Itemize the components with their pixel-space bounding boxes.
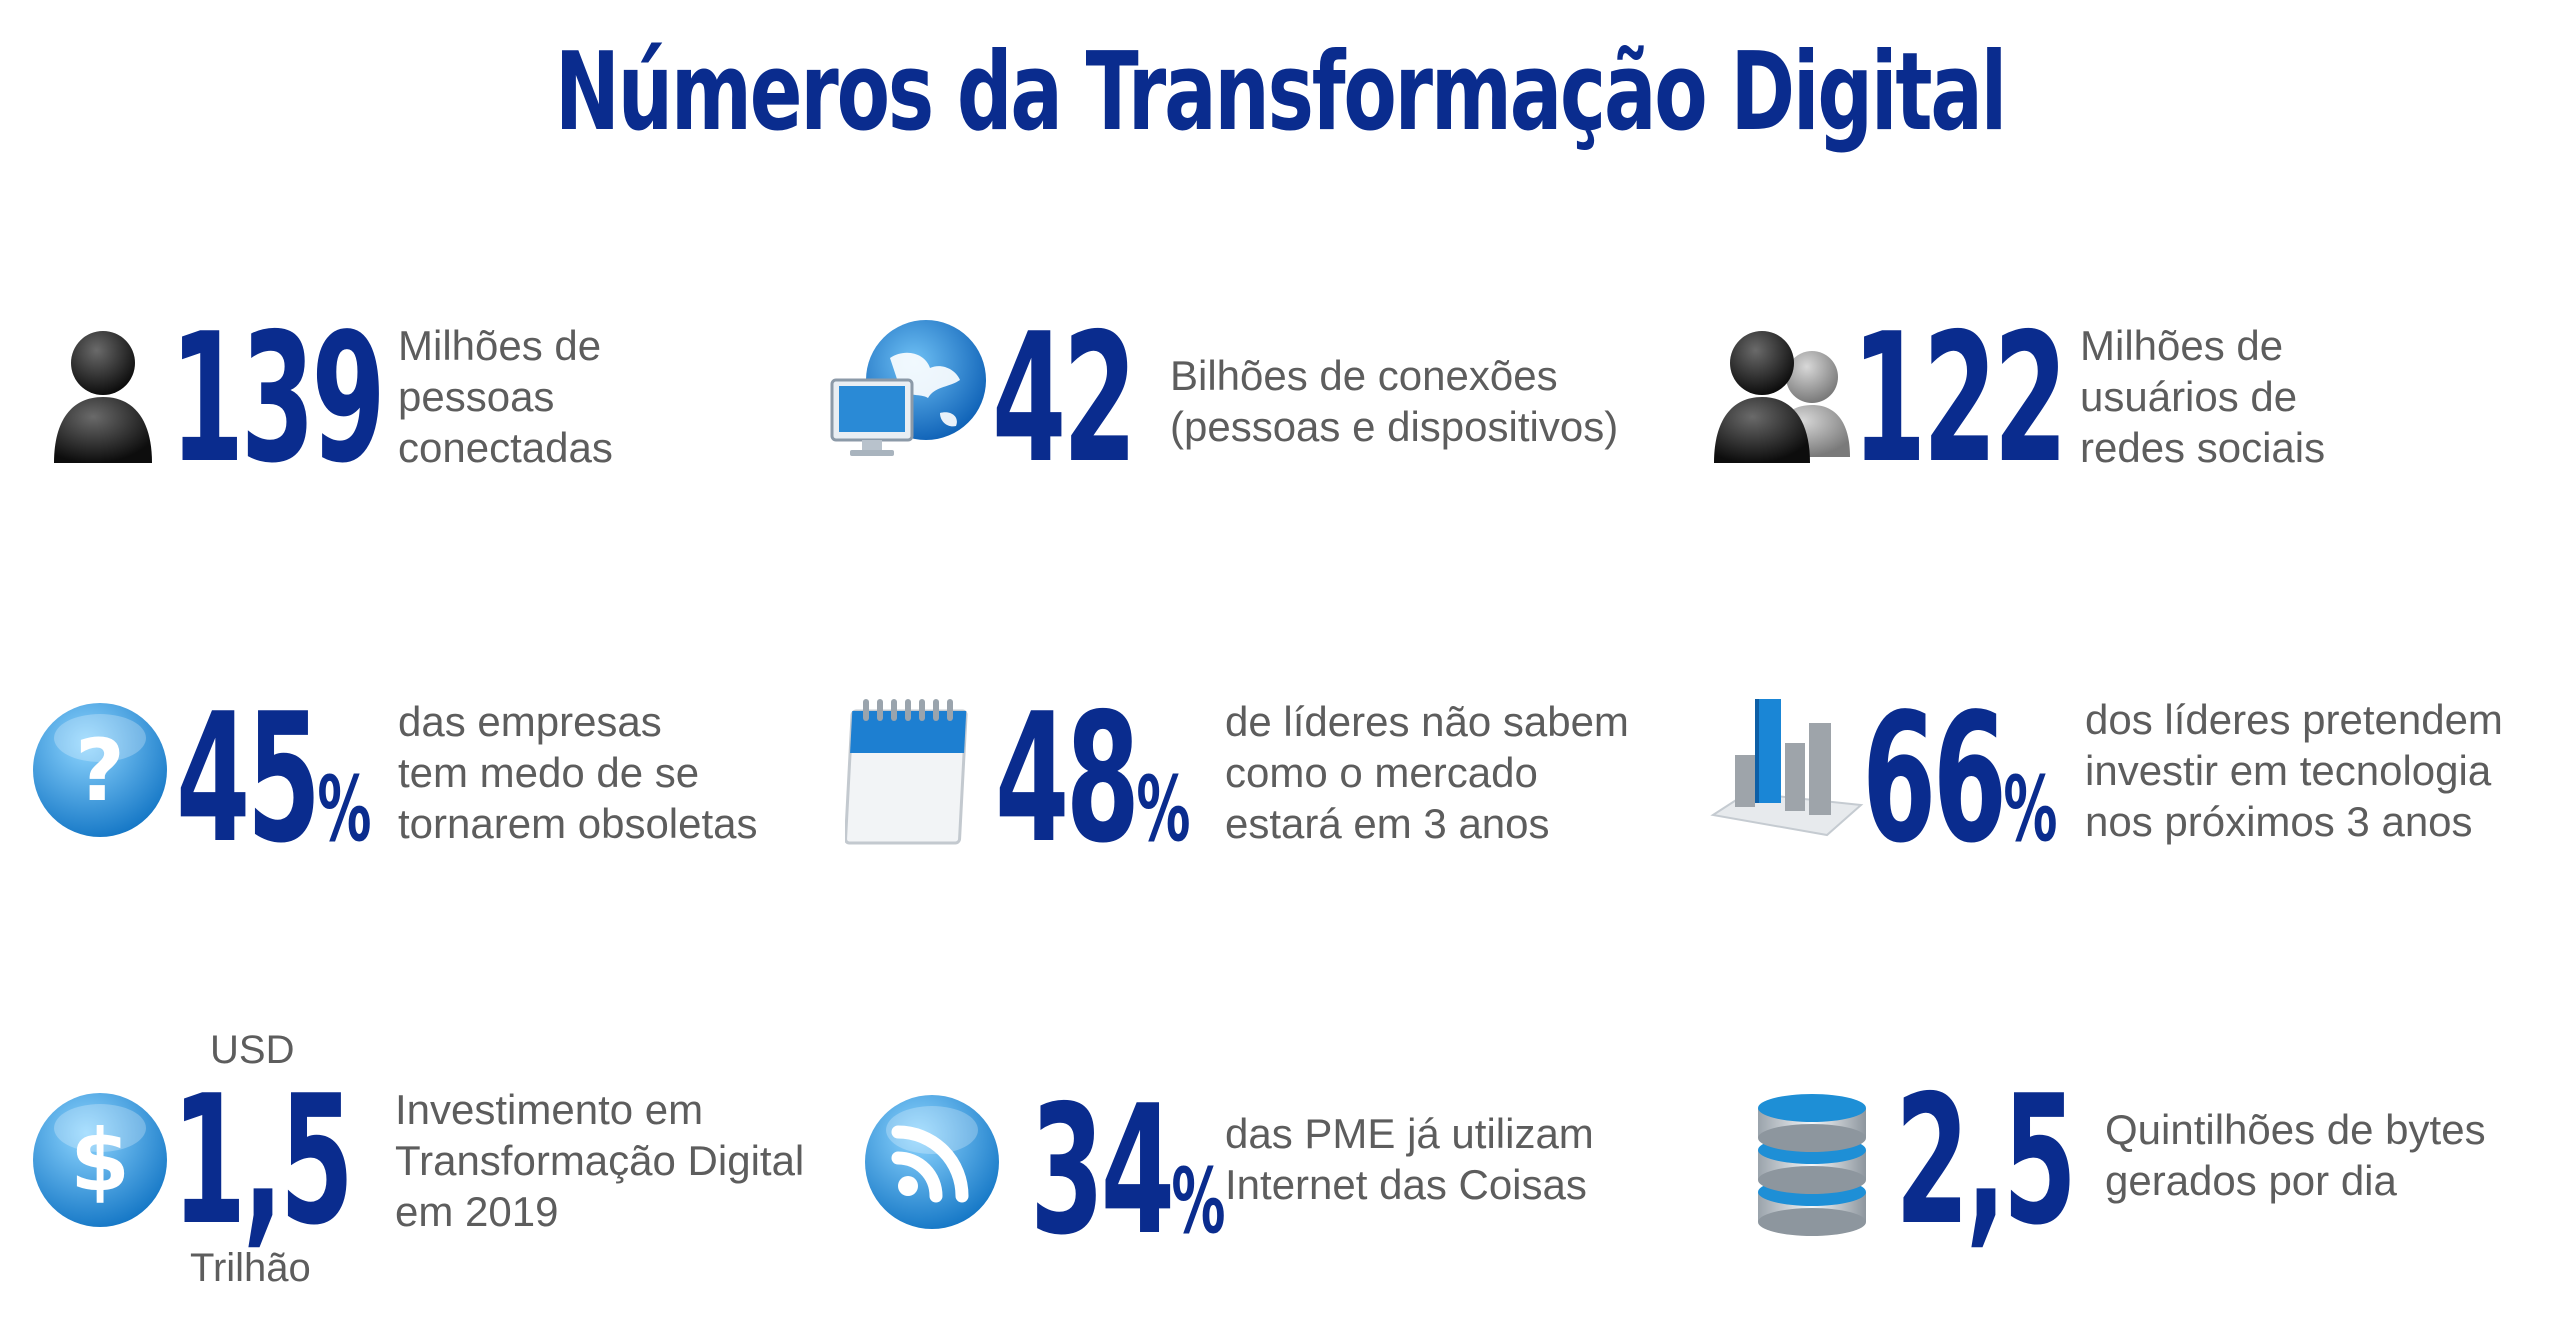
- page-title: Números da Transformação Digital: [554, 30, 2008, 155]
- stat-value-investimento: 1,5: [172, 1057, 354, 1264]
- stat-value-redes: 122: [1852, 295, 2068, 502]
- rss-icon: [865, 1095, 999, 1229]
- question-icon: ?: [33, 703, 167, 837]
- bar-chart-icon: [1710, 699, 1864, 837]
- dollar-icon: $: [33, 1093, 167, 1227]
- stat-description-redes: Milhões de usuários de redes sociais: [2080, 322, 2326, 471]
- users-icon: [1714, 331, 1850, 463]
- stat-description-pessoas: Milhões de pessoas conectadas: [398, 322, 613, 471]
- stat-value-pme: 34%: [1030, 1067, 1226, 1274]
- stat-value-lideres-tecnologia: 66%: [1862, 675, 2058, 882]
- stat-description-conexoes: Bilhões de conexões (pessoas e dispositiv…: [1170, 352, 1619, 450]
- person-icon: [54, 331, 152, 463]
- svg-text:?: ?: [75, 721, 125, 821]
- stat-description-investimento: Investimento em Transformação Digital em 2…: [395, 1086, 805, 1235]
- stat-value-pessoas: 139: [170, 295, 386, 502]
- stat-description-empresas: das empresas tem medo de se tornarem obsol…: [398, 698, 758, 847]
- database-icon: [1758, 1094, 1866, 1236]
- stat-value-lideres-mercado: 48%: [995, 675, 1191, 882]
- stat-value-conexoes: 42: [992, 295, 1137, 502]
- stat-prefix-investimento: USD: [210, 1028, 295, 1072]
- stat-description-lideres-mercado: de líderes não sabem como o mercado estará…: [1225, 698, 1629, 847]
- stat-description-lideres-tecnologia: dos líderes pretendem investir em tecnolo…: [2085, 696, 2503, 845]
- globe-computer-icon: [830, 320, 986, 456]
- stat-suffix-investimento: Trilhão: [190, 1246, 311, 1290]
- calendar-icon: [845, 699, 968, 845]
- svg-text:$: $: [70, 1111, 130, 1211]
- stat-value-bytes: 2,5: [1895, 1057, 2077, 1264]
- stat-description-bytes: Quintilhões de bytes gerados por dia: [2105, 1106, 2486, 1204]
- stat-description-pme: das PME já utilizam Internet das Coisas: [1225, 1110, 1594, 1208]
- stat-value-empresas: 45%: [176, 675, 372, 882]
